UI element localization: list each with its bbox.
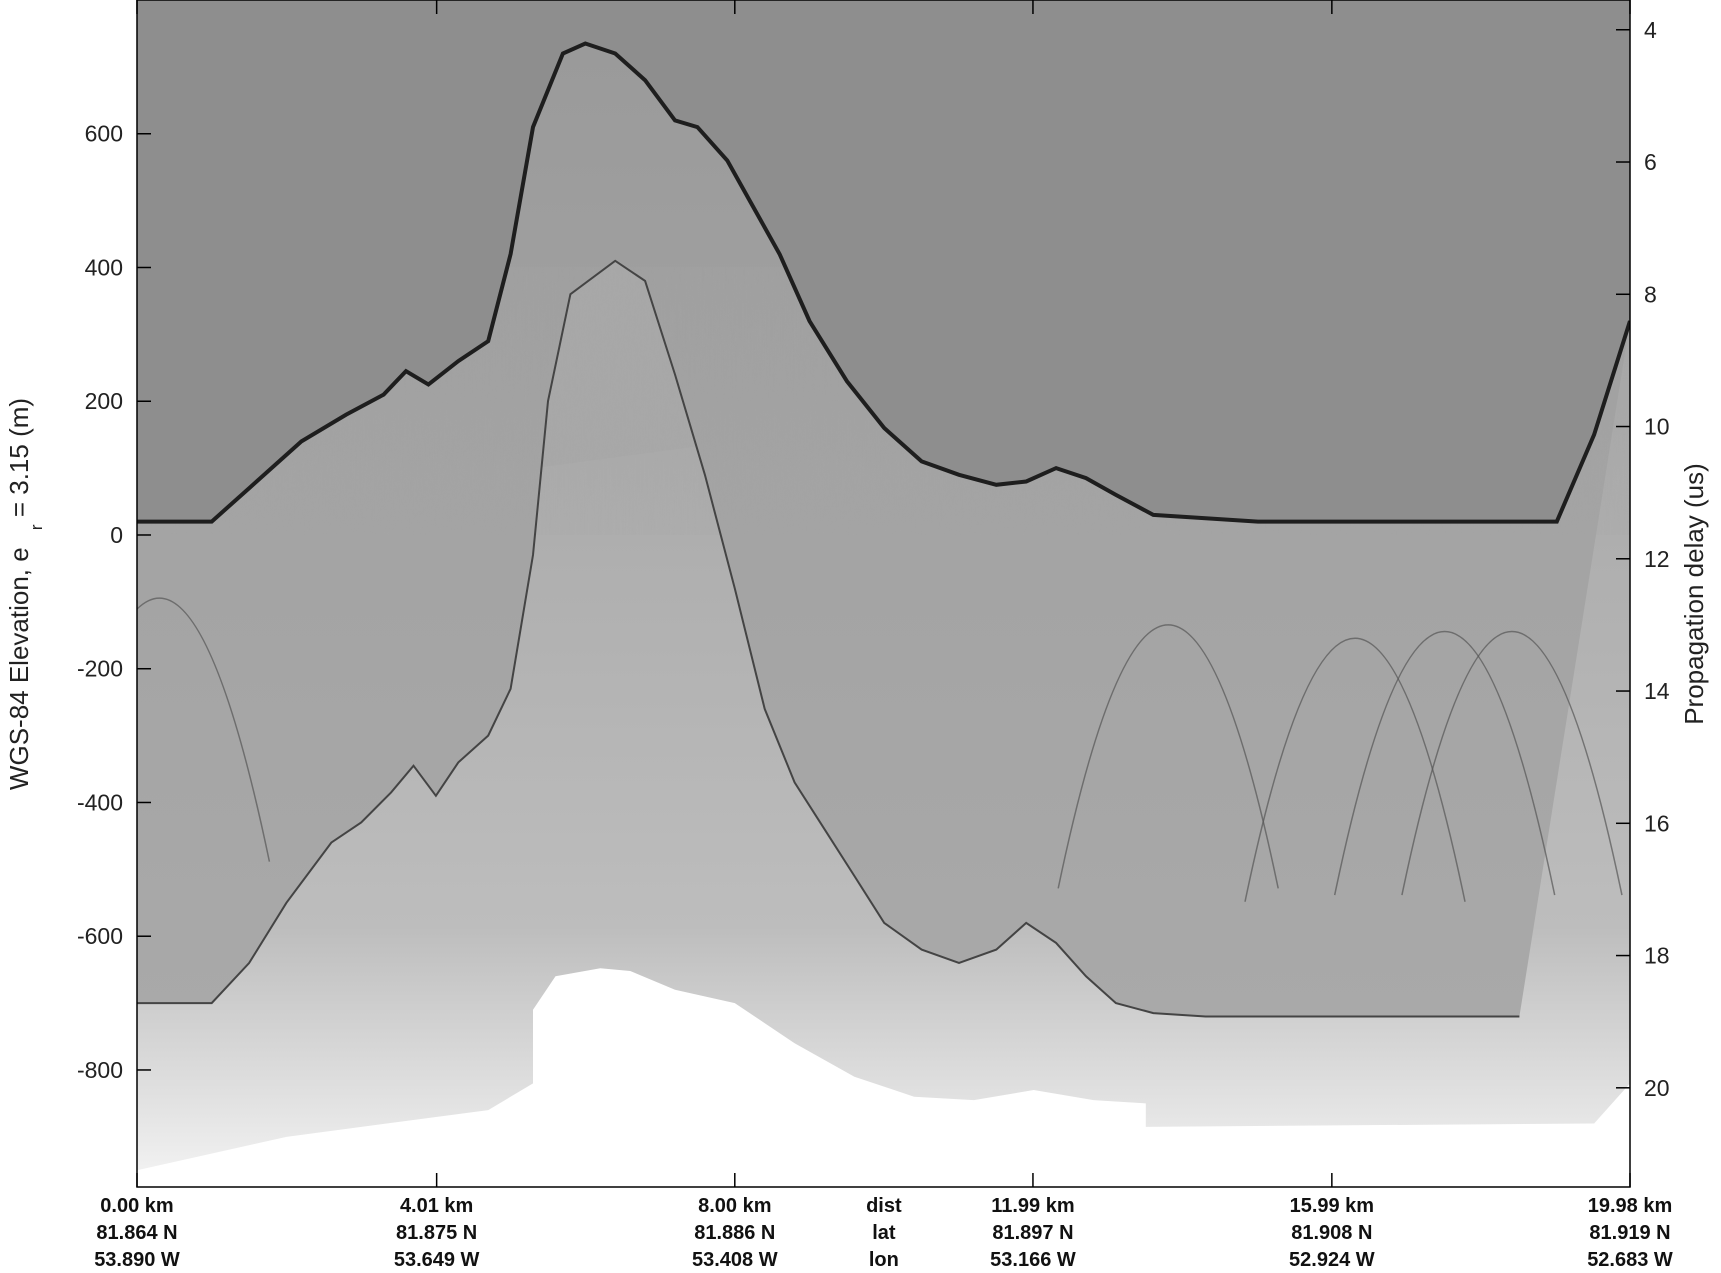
bottom-lon-label: 53.649 W [394,1249,480,1271]
bottom-lon-label: 53.408 W [692,1249,778,1271]
bottom-lon-label: 53.890 W [94,1249,180,1271]
left-tick-label: -200 [77,656,123,682]
hyperbola-3 [1333,631,1556,896]
hyperbola-0 [137,597,271,862]
right-tick-label: 12 [1644,546,1670,572]
left-tick-label: -400 [77,789,123,815]
bottom-lat-label: 81.886 N [694,1222,775,1244]
right-tick-label: 10 [1644,414,1670,440]
bottom-dist-label: 15.99 km [1290,1195,1375,1217]
bottom-dist-label: 11.99 km [991,1195,1074,1217]
left-tick-label: 0 [110,522,123,548]
upper-air-region [137,0,1630,522]
bottom-row-name: lon [869,1249,899,1271]
bottom-row-name: lat [872,1222,896,1244]
hyperbola-1 [1057,624,1279,889]
left-tick-label: 200 [85,388,123,414]
right-tick-label: 20 [1644,1075,1670,1101]
left-axis-title-subscript: r [27,524,46,530]
hyperbola-2 [1244,637,1466,902]
left-axis-title-prefix: WGS-84 Elevation, e [4,547,34,790]
right-axis-title: Propagation delay (us) [1679,463,1709,725]
left-tick-label: 400 [85,254,123,280]
right-tick-label: 16 [1644,810,1670,836]
bottom-lat-label: 81.897 N [992,1222,1073,1244]
bottom-dist-label: 0.00 km [100,1195,173,1217]
right-tick-label: 14 [1644,678,1670,704]
bottom-lat-label: 81.908 N [1291,1222,1372,1244]
bottom-dist-label: 8.00 km [698,1195,771,1217]
right-tick-label: 6 [1644,149,1657,175]
radargram-plot [137,0,1630,1187]
right-tick-label: 4 [1644,17,1657,43]
hyperbola-4 [1401,631,1623,896]
bottom-lat-label: 81.919 N [1589,1222,1670,1244]
left-tick-label: -800 [77,1057,123,1083]
bottom-dist-label: 19.98 km [1588,1195,1673,1217]
bottom-row-name: dist [866,1195,902,1217]
left-axis-title: WGS-84 Elevation, e r = 3.15 (m) [4,398,48,790]
bottom-lat-label: 81.875 N [396,1222,477,1244]
basal-white-region [137,968,1630,1187]
left-tick-label: 600 [85,121,123,147]
bed-echo-line [137,259,1520,1018]
surface-echo-line [137,41,1630,524]
axis-ticks: 600 400 200 0 -200 -400 -600 -800 4 6 8 10 12 14 16 18 2… [77,0,1673,1271]
left-axis-title-suffix: = 3.15 (m) [4,398,34,517]
right-tick-label: 18 [1644,943,1670,969]
right-tick-label: 8 [1644,281,1657,307]
bottom-lon-label: 52.683 W [1587,1249,1673,1271]
diffraction-hyperbolas [137,597,1623,902]
left-tick-label: -600 [77,923,123,949]
bottom-lat-label: 81.864 N [96,1222,177,1244]
plot-frame [136,0,1631,1188]
bottom-lon-label: 52.924 W [1289,1249,1375,1271]
bottom-lon-label: 53.166 W [990,1249,1076,1271]
bottom-dist-label: 4.01 km [400,1195,473,1217]
